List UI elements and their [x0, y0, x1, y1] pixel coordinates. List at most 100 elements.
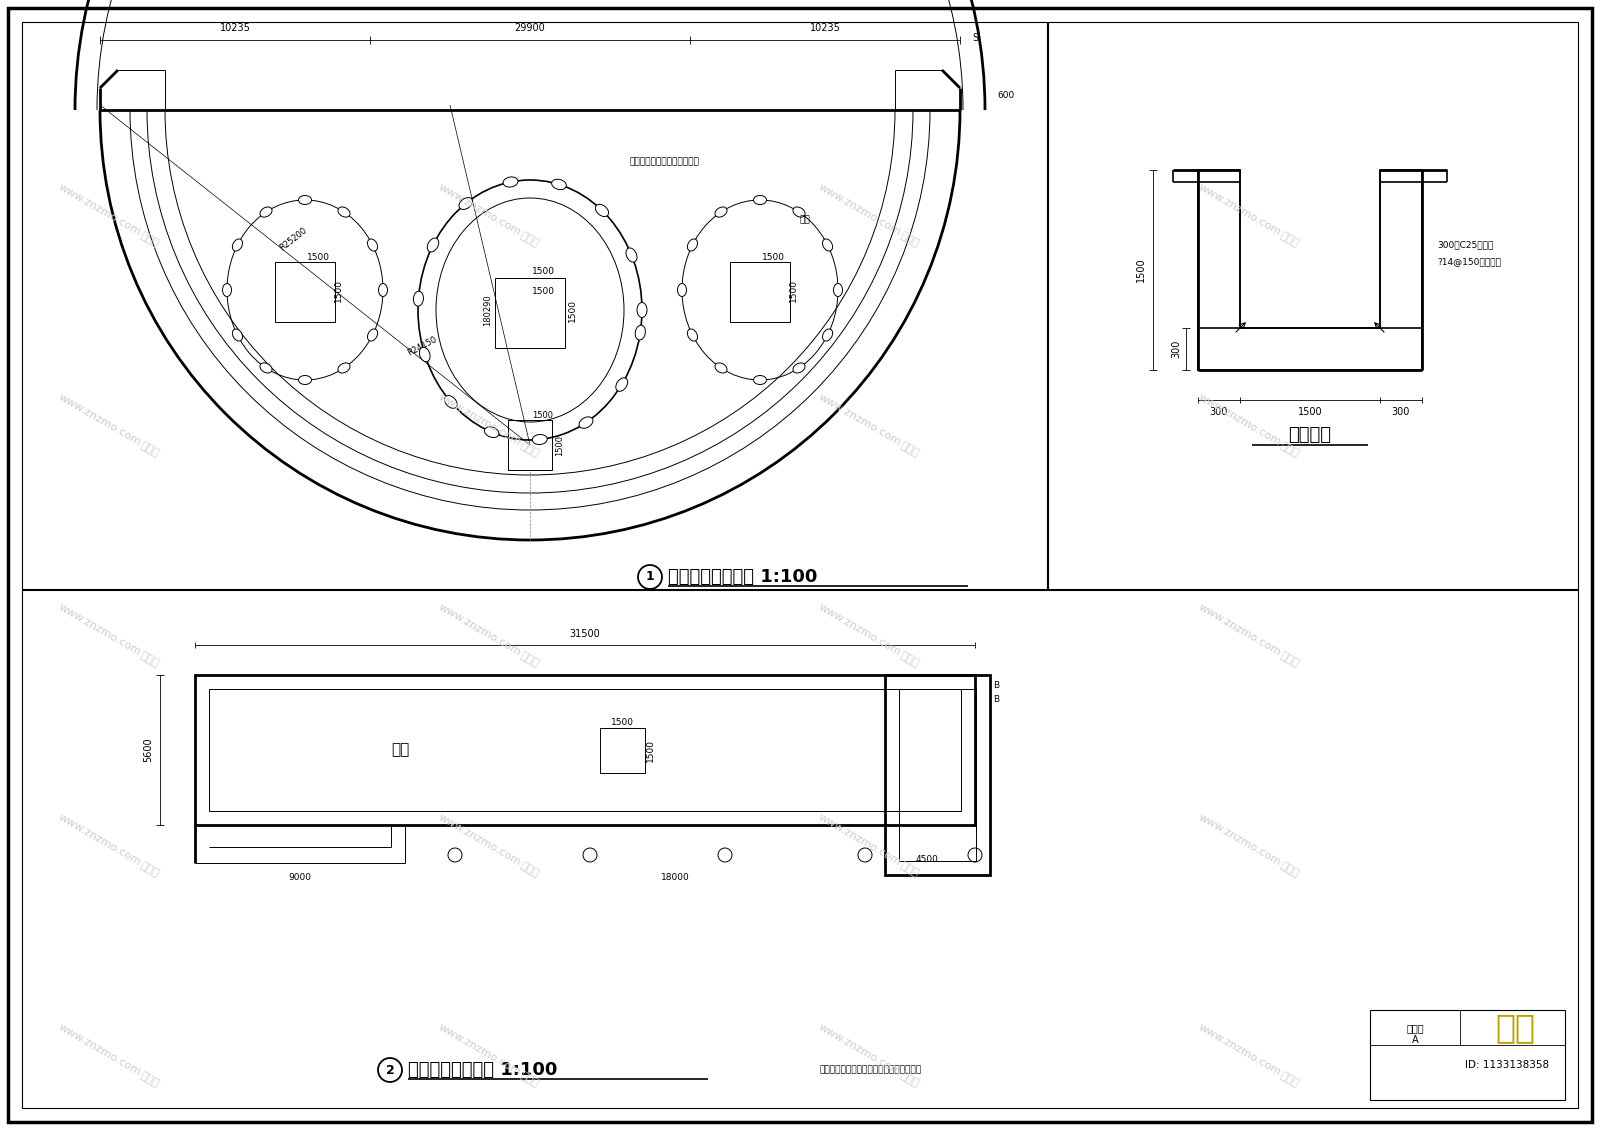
Text: 31500: 31500 [570, 629, 600, 638]
Ellipse shape [533, 434, 547, 444]
Text: 知末网: 知末网 [518, 1071, 541, 1089]
Text: 9000: 9000 [288, 873, 312, 883]
Ellipse shape [259, 363, 272, 373]
Text: 泵坑: 泵坑 [800, 216, 810, 225]
Text: 1500: 1500 [531, 268, 555, 277]
Text: www.znzmo.com: www.znzmo.com [58, 602, 142, 658]
Ellipse shape [413, 292, 424, 306]
Text: 知末网: 知末网 [139, 441, 162, 459]
Bar [275, 262, 334, 322]
Text: www.znzmo.com: www.znzmo.com [437, 602, 523, 658]
Text: 喷泉水池一平面图 1:100: 喷泉水池一平面图 1:100 [669, 568, 818, 586]
Ellipse shape [688, 238, 698, 251]
Ellipse shape [445, 396, 458, 408]
Bar [1198, 328, 1422, 370]
Bar [730, 262, 790, 322]
Text: 知末网: 知末网 [1278, 651, 1301, 669]
Text: 知末网: 知末网 [899, 861, 922, 879]
Text: 知末网: 知末网 [518, 441, 541, 459]
Text: 泵坑详图: 泵坑详图 [1288, 426, 1331, 444]
Text: 300厚C25混凝土: 300厚C25混凝土 [1437, 241, 1493, 250]
Bar [600, 728, 645, 773]
Ellipse shape [715, 363, 726, 373]
Text: 知末网: 知末网 [139, 1071, 162, 1089]
Text: 知末网: 知末网 [518, 651, 541, 669]
Bar [1379, 170, 1422, 370]
Ellipse shape [368, 238, 378, 251]
Text: 知末网: 知末网 [1278, 861, 1301, 879]
Text: 1500: 1500 [568, 298, 578, 322]
Text: www.znzmo.com: www.znzmo.com [818, 392, 902, 447]
Text: R24150: R24150 [406, 334, 438, 358]
Text: 1500: 1500 [762, 253, 786, 262]
Ellipse shape [822, 329, 832, 341]
Ellipse shape [637, 303, 646, 318]
Text: www.znzmo.com: www.znzmo.com [818, 1023, 902, 1078]
Text: B: B [994, 680, 998, 689]
Bar [885, 675, 990, 875]
Text: 1500: 1500 [333, 278, 342, 302]
Text: 18000: 18000 [661, 873, 690, 883]
Text: 知末: 知末 [1494, 1011, 1534, 1044]
Text: 10235: 10235 [810, 23, 840, 33]
Text: www.znzmo.com: www.znzmo.com [437, 1023, 523, 1078]
Bar [899, 689, 976, 861]
Ellipse shape [338, 363, 350, 373]
Ellipse shape [794, 207, 805, 217]
Bar [494, 278, 565, 348]
Text: 1500: 1500 [531, 410, 554, 419]
Text: 施工图: 施工图 [1406, 1023, 1424, 1033]
Text: 知末网: 知末网 [518, 231, 541, 250]
Ellipse shape [485, 427, 499, 437]
Text: 知末网: 知末网 [1278, 231, 1301, 250]
Text: 知末网: 知末网 [899, 1071, 922, 1089]
Text: www.znzmo.com: www.znzmo.com [58, 812, 142, 868]
Text: www.znzmo.com: www.znzmo.com [1197, 1023, 1283, 1078]
Bar [509, 420, 552, 470]
Ellipse shape [299, 375, 312, 384]
Text: 1: 1 [646, 571, 654, 583]
Text: 知末网: 知末网 [1278, 1071, 1301, 1089]
Text: ?14@150双排配筋: ?14@150双排配筋 [1437, 258, 1501, 267]
Text: 知末网: 知末网 [139, 231, 162, 250]
Ellipse shape [552, 180, 566, 190]
Text: 300: 300 [1171, 340, 1181, 358]
Bar [210, 689, 962, 811]
Text: 知末网: 知末网 [899, 651, 922, 669]
Ellipse shape [677, 284, 686, 296]
Ellipse shape [715, 207, 726, 217]
Text: 知末网: 知末网 [899, 441, 922, 459]
Bar [195, 675, 974, 825]
Text: 1500: 1500 [555, 435, 563, 455]
Text: 水景喷泉由专业公司二次设计: 水景喷泉由专业公司二次设计 [630, 157, 699, 166]
Ellipse shape [794, 363, 805, 373]
Text: 1500: 1500 [307, 253, 330, 262]
Ellipse shape [579, 417, 594, 428]
Text: R25200: R25200 [278, 226, 309, 252]
Text: 180290: 180290 [483, 294, 493, 325]
Text: www.znzmo.com: www.znzmo.com [437, 182, 523, 237]
Text: www.znzmo.com: www.znzmo.com [1197, 392, 1283, 447]
Text: www.znzmo.com: www.znzmo.com [437, 392, 523, 447]
Ellipse shape [232, 238, 243, 251]
Text: 1500: 1500 [645, 739, 654, 762]
Ellipse shape [595, 205, 608, 217]
Text: 注：水景喷泉由专业公司厂家进行二次设计: 注：水景喷泉由专业公司厂家进行二次设计 [819, 1066, 922, 1075]
Text: www.znzmo.com: www.znzmo.com [58, 1023, 142, 1078]
Ellipse shape [822, 238, 832, 251]
Bar [1198, 170, 1240, 370]
Text: 600: 600 [997, 90, 1014, 99]
Ellipse shape [338, 207, 350, 217]
Bar [1370, 1010, 1565, 1099]
Text: 知末网: 知末网 [1278, 441, 1301, 459]
Text: 1500: 1500 [789, 278, 797, 302]
Text: 4500: 4500 [915, 855, 939, 864]
Ellipse shape [754, 375, 766, 384]
Ellipse shape [616, 377, 627, 391]
Text: 10235: 10235 [219, 23, 251, 33]
Text: www.znzmo.com: www.znzmo.com [818, 812, 902, 868]
Ellipse shape [635, 325, 645, 340]
Ellipse shape [368, 329, 378, 341]
Text: 1500: 1500 [1298, 407, 1322, 417]
Text: A: A [1411, 1035, 1418, 1045]
